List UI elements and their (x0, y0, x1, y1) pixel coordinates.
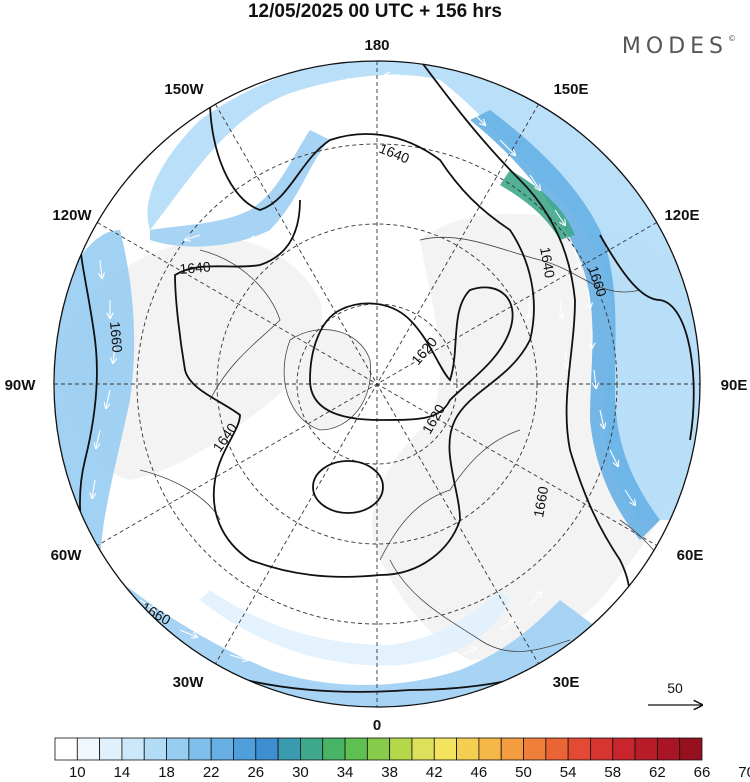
lon-label-90w: 90W (5, 377, 37, 394)
colorbar-swatch (300, 737, 324, 761)
lon-label-90e: 90E (721, 377, 748, 394)
colorbar-swatch (523, 737, 547, 761)
lon-label-30w: 30W (173, 674, 205, 691)
colorbar: 10 14 18 22 26 30 34 38 42 46 50 54 58 62 66 70 (54, 737, 750, 781)
colorbar-label: 62 (649, 764, 666, 781)
colorbar-swatch (500, 737, 524, 761)
colorbar-label: 50 (515, 764, 532, 781)
colorbar-swatch (366, 737, 391, 761)
copyright-mark: © (728, 34, 736, 43)
colorbar-label: 22 (203, 764, 220, 781)
colorbar-swatch (456, 737, 480, 761)
colorbar-swatch (188, 737, 212, 761)
colorbar-swatch (567, 737, 591, 761)
lon-label-60w: 60W (51, 547, 83, 564)
lon-label-180: 180 (364, 37, 389, 54)
jet-band-mid-atlantic (200, 590, 510, 666)
colorbar-label: 14 (114, 764, 131, 781)
wind-speed-shading: 1640 1640 1640 1640 1660 1660 1660 1660 … (54, 61, 700, 707)
reference-vector-label: 50 (667, 680, 683, 696)
colorbar-label: 66 (694, 764, 711, 781)
colorbar-swatch (433, 737, 457, 761)
lon-label-0: 0 (373, 717, 381, 734)
lon-label-150w: 150W (164, 81, 204, 98)
contour-label-right: 1640 (537, 246, 558, 280)
colorbar-swatch (389, 737, 413, 761)
jet-band-pacific-arc (150, 130, 330, 247)
colorbar-label: 26 (247, 764, 264, 781)
lon-label-30e: 30E (553, 674, 580, 691)
colorbar-swatch (679, 737, 703, 761)
lon-label-60e: 60E (677, 547, 704, 564)
map-title: 12/05/2025 00 UTC + 156 hrs (247, 1, 503, 22)
jet-core-asia (470, 110, 660, 540)
contour-label-left: 1640 (179, 258, 212, 277)
land-greenland (284, 329, 371, 430)
colorbar-swatch (233, 737, 257, 761)
contour-label-lower-right-1660: 1660 (530, 485, 551, 519)
colorbar-label: 54 (560, 764, 577, 781)
colorbar-label: 10 (69, 764, 86, 781)
colorbar-swatch (121, 737, 145, 761)
colorbar-swatch (99, 737, 123, 761)
colorbar-label: 46 (471, 764, 488, 781)
colorbar-swatch (255, 737, 279, 761)
colorbar-label: 18 (158, 764, 175, 781)
brand-name: MODES (621, 34, 728, 59)
colorbar-swatch (166, 737, 190, 761)
lon-label-120e: 120E (664, 207, 699, 224)
colorbar-swatch (54, 737, 78, 761)
colorbar-swatch (656, 737, 681, 761)
brand-logo: MODES© (622, 34, 736, 59)
contour-label-left-1660: 1660 (107, 321, 126, 354)
colorbar-label: 38 (381, 764, 398, 781)
lon-label-150e: 150E (553, 81, 588, 98)
colorbar-swatch (210, 737, 234, 761)
colorbar-swatch (590, 737, 614, 761)
colorbar-swatch (634, 737, 658, 761)
colorbar-swatch (322, 737, 346, 761)
colorbar-label: 34 (337, 764, 354, 781)
colorbar-swatch (612, 737, 636, 761)
colorbar-swatch (76, 737, 101, 761)
jet-band-north-pacific (147, 61, 700, 520)
colorbar-label: 70 (738, 764, 750, 781)
colorbar-swatch (344, 737, 368, 761)
colorbar-swatch (277, 737, 301, 761)
lon-label-120w: 120W (52, 207, 92, 224)
colorbar-swatch (478, 737, 502, 761)
globe-border (53, 60, 701, 708)
colorbar-label: 30 (292, 764, 309, 781)
jet-band-north-america (55, 230, 135, 570)
colorbar-swatch (545, 737, 569, 761)
colorbar-swatch (143, 737, 167, 761)
wind-vectors (92, 75, 635, 675)
colorbar-swatch (411, 737, 435, 761)
graticule (54, 61, 700, 707)
colorbar-label: 42 (426, 764, 443, 781)
colorbar-label: 58 (604, 764, 621, 781)
reference-vector: 50 (648, 680, 702, 705)
